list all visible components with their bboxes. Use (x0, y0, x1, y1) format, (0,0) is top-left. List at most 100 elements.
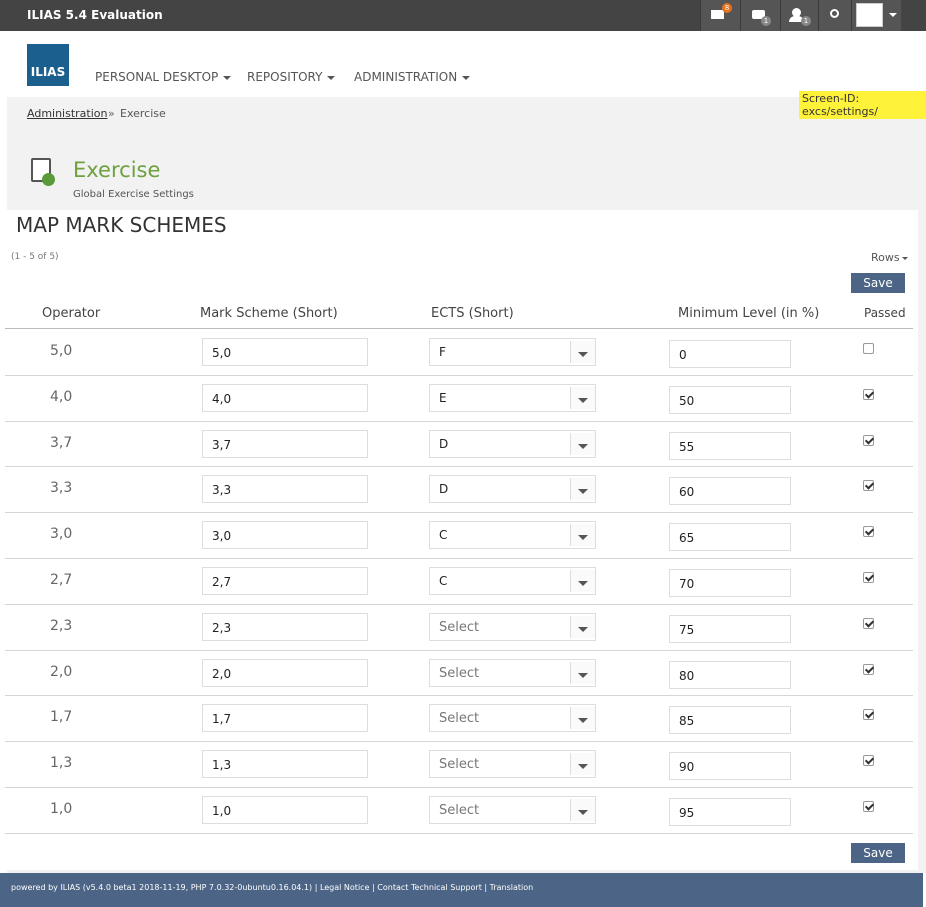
nav-item[interactable]: PERSONAL DESKTOP (95, 70, 231, 84)
ects-select[interactable]: Select (429, 704, 596, 733)
mark-input[interactable]: 5,0 (202, 338, 368, 366)
min-level-input[interactable]: 50 (669, 385, 791, 414)
row-line (5, 787, 913, 788)
operator: 2,7 (50, 572, 73, 588)
mark-input[interactable]: 3,7 (202, 429, 368, 458)
avatar (856, 3, 883, 27)
logo[interactable]: ILIAS (27, 44, 69, 86)
row-line (5, 832, 913, 834)
search-icon (830, 9, 839, 18)
user-icon-body (789, 16, 804, 22)
ects-select[interactable]: C (429, 567, 596, 595)
save-button[interactable]: Save (851, 843, 905, 863)
row-line (5, 558, 913, 559)
column-header[interactable]: Operator (42, 306, 101, 321)
min-level-input[interactable]: 95 (669, 798, 791, 826)
ects-select[interactable]: Select (429, 658, 596, 687)
passed-checkbox[interactable] (863, 755, 874, 767)
passed-checkbox[interactable] (863, 480, 874, 492)
min-level-input[interactable]: 90 (669, 752, 791, 781)
min-level-input[interactable]: 65 (669, 523, 791, 552)
operator: 2,3 (50, 617, 73, 634)
exercise-icon-clock (42, 173, 55, 186)
mail-button[interactable]: 8 (700, 0, 740, 31)
operator: 5,0 (50, 343, 73, 359)
mark-input[interactable]: 2,3 (202, 612, 368, 641)
column-header[interactable]: ECTS (Short) (431, 306, 514, 321)
operator: 3,0 (50, 526, 73, 543)
operator: 2,0 (50, 663, 73, 680)
nav-item[interactable]: REPOSITORY (247, 70, 335, 84)
mail-badge: 8 (722, 3, 732, 13)
footer-link[interactable]: Contact Technical Support (377, 883, 482, 892)
mark-input[interactable]: 3,3 (202, 475, 368, 504)
min-level-input[interactable]: 60 (669, 477, 791, 506)
operator: 3,3 (50, 480, 73, 497)
screen-id: Screen-ID: excs/settings/ (799, 91, 926, 119)
passed-checkbox[interactable] (863, 572, 874, 583)
ects-select[interactable]: F (429, 338, 596, 366)
operator: 3,7 (50, 434, 73, 451)
footer-link[interactable]: Legal Notice (319, 883, 370, 892)
ects-select[interactable]: Select (429, 796, 596, 824)
min-level-input[interactable]: 0 (669, 340, 791, 368)
column-header[interactable]: Passed (864, 306, 906, 320)
column-header[interactable]: Minimum Level (in %) (678, 306, 820, 321)
user-icon (792, 8, 801, 17)
mark-input[interactable]: 3,0 (202, 521, 368, 550)
footer: powered by ILIAS (v5.4.0 beta1 2018-11-1… (0, 873, 923, 907)
passed-checkbox[interactable] (863, 663, 874, 675)
passed-checkbox[interactable] (863, 617, 874, 629)
mark-input[interactable]: 4,0 (202, 383, 368, 412)
ects-select[interactable]: Select (429, 612, 596, 641)
footer-link[interactable]: Translation (489, 883, 534, 892)
mark-input[interactable]: 1,0 (202, 796, 368, 824)
min-level-input[interactable]: 75 (669, 614, 791, 643)
passed-checkbox[interactable] (863, 526, 874, 538)
section-title: MAP MARK SCHEMES (16, 213, 227, 237)
ects-select[interactable]: E (429, 383, 596, 412)
passed-checkbox[interactable] (863, 388, 874, 400)
search-button[interactable] (818, 0, 851, 31)
rows-menu[interactable]: Rows (871, 251, 900, 264)
user-button[interactable]: 1 (780, 0, 818, 31)
row-line (5, 649, 913, 651)
mail-icon (711, 10, 724, 19)
mark-input[interactable]: 2,0 (202, 658, 368, 687)
mark-input[interactable]: 2,7 (202, 567, 368, 595)
ects-select[interactable]: Select (429, 750, 596, 779)
avatar-caret (889, 13, 897, 17)
mark-input[interactable]: 1,7 (202, 704, 368, 733)
save-button[interactable]: Save (851, 273, 905, 293)
breadcrumb-separator: » (108, 107, 115, 120)
ects-select[interactable]: D (429, 475, 596, 504)
nav-item[interactable]: ADMINISTRATION (354, 70, 470, 84)
operator: 1,0 (50, 801, 73, 817)
breadcrumb-link[interactable]: Administration (27, 107, 108, 120)
mark-input[interactable]: 1,3 (202, 750, 368, 779)
ects-select[interactable]: C (429, 521, 596, 550)
passed-checkbox[interactable] (863, 434, 874, 446)
passed-checkbox[interactable] (863, 801, 874, 812)
footer-text: powered by ILIAS (v5.4.0 beta1 2018-11-1… (11, 883, 533, 892)
column-header[interactable]: Mark Scheme (Short) (200, 306, 338, 321)
row-line (5, 420, 913, 422)
footer-separator: | (314, 883, 318, 892)
ects-select[interactable]: D (429, 429, 596, 458)
rows-caret (902, 257, 908, 260)
row-line (5, 512, 913, 514)
chat-button[interactable]: 1 (740, 0, 780, 31)
avatar-button[interactable] (851, 0, 901, 31)
operator: 1,7 (50, 709, 73, 726)
row-line (5, 374, 913, 376)
min-level-input[interactable]: 70 (669, 569, 791, 597)
row-line (5, 695, 913, 697)
passed-checkbox[interactable] (863, 343, 874, 354)
passed-checkbox[interactable] (863, 709, 874, 721)
min-level-input[interactable]: 80 (669, 660, 791, 689)
min-level-input[interactable]: 85 (669, 706, 791, 735)
row-line (5, 741, 913, 743)
footer-separator: | (372, 883, 375, 892)
top-bar: ILIAS 5.4 Evaluation 8 1 1 (0, 0, 926, 31)
min-level-input[interactable]: 55 (669, 431, 791, 460)
